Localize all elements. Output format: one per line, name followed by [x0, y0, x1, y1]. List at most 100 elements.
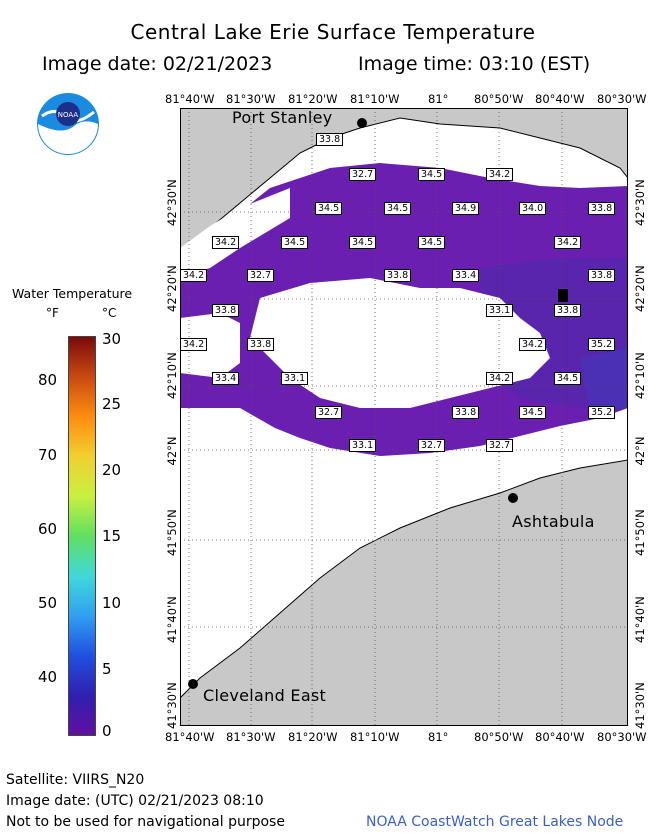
satellite-info: Satellite: VIIRS_N20: [6, 772, 145, 788]
lat-label: 41°50'N: [165, 509, 179, 556]
lat-label: 42°N: [633, 436, 647, 466]
temp-label: 35.2: [588, 406, 616, 419]
page-title: Central Lake Erie Surface Temperature: [130, 20, 536, 44]
f-tick: 50: [38, 594, 58, 612]
lat-label: 42°10'N: [165, 352, 179, 399]
temp-label: 32.7: [349, 168, 377, 181]
lon-label: 81°40'W: [165, 92, 215, 106]
map-panel[interactable]: [180, 108, 628, 726]
cleveland-east-marker: [188, 679, 198, 689]
lon-label: 80°30'W: [597, 92, 647, 106]
temp-label: 33.8: [212, 304, 240, 317]
buoy-marker: [558, 289, 568, 302]
image-date: Image date: 02/21/2023: [42, 53, 273, 75]
colorbar: [68, 336, 96, 736]
credit[interactable]: NOAA CoastWatch Great Lakes Node: [366, 814, 624, 830]
temp-label: 33.8: [452, 406, 480, 419]
lon-label: 81°40'W: [165, 730, 215, 744]
c-tick: 25: [102, 395, 122, 413]
lon-label: 81°30'W: [226, 92, 276, 106]
temp-label: 33.8: [316, 133, 344, 146]
temp-label: 34.5: [281, 236, 309, 249]
temp-label: 34.5: [519, 406, 547, 419]
temp-label: 35.2: [588, 338, 616, 351]
f-tick: 60: [38, 520, 58, 538]
lon-label: 81°20'W: [288, 92, 338, 106]
c-tick: 0: [102, 722, 112, 740]
lon-label: 80°50'W: [474, 730, 524, 744]
ashtabula-label: Ashtabula: [512, 512, 595, 531]
noaa-logo-text: NOAA: [58, 111, 79, 119]
lon-label: 81°: [428, 730, 449, 744]
c-tick: 5: [102, 660, 112, 678]
lat-label: 42°30'N: [633, 179, 647, 226]
temp-label: 32.7: [247, 269, 275, 282]
temp-label: 34.5: [554, 372, 582, 385]
temp-label: 34.2: [180, 269, 208, 282]
temp-label: 34.5: [418, 236, 446, 249]
f-tick: 80: [38, 371, 58, 389]
temp-label: 34.2: [554, 236, 582, 249]
f-tick: 70: [38, 446, 58, 464]
temp-label: 34.5: [315, 202, 343, 215]
port-stanley-marker: [357, 118, 367, 128]
lon-label: 81°20'W: [288, 730, 338, 744]
map-grid: [180, 108, 628, 726]
c-tick: 20: [102, 461, 122, 479]
temp-label: 33.4: [452, 269, 480, 282]
disclaimer: Not to be used for navigational purpose: [6, 814, 285, 830]
temp-label: 32.7: [486, 439, 514, 452]
lat-label: 42°N: [165, 436, 179, 466]
temp-label: 33.1: [281, 372, 309, 385]
port-stanley-label: Port Stanley: [232, 108, 333, 127]
lat-label: 41°30'N: [165, 682, 179, 729]
lat-label: 42°10'N: [633, 352, 647, 399]
legend-title: Water Temperature: [12, 286, 133, 301]
temp-label: 32.7: [418, 439, 446, 452]
land-canada: [180, 108, 628, 259]
temp-label: 33.4: [212, 372, 240, 385]
lon-label: 81°: [428, 92, 449, 106]
temp-label: 33.8: [588, 269, 616, 282]
image-time: Image time: 03:10 (EST): [358, 53, 591, 75]
lat-label: 42°20'N: [633, 265, 647, 312]
lon-label: 81°30'W: [226, 730, 276, 744]
c-tick: 15: [102, 527, 122, 545]
lon-label: 80°50'W: [474, 92, 524, 106]
legend-c-label: °C: [102, 306, 117, 320]
lat-label: 42°30'N: [165, 179, 179, 226]
temp-label: 34.2: [180, 338, 208, 351]
temp-label: 34.9: [452, 202, 480, 215]
temp-label: 33.1: [486, 304, 514, 317]
c-tick: 10: [102, 594, 122, 612]
c-tick: 30: [102, 330, 122, 348]
temp-label: 34.2: [486, 372, 514, 385]
lat-label: 42°20'N: [165, 265, 179, 312]
lat-label: 41°30'N: [633, 682, 647, 729]
lon-label: 80°30'W: [597, 730, 647, 744]
temp-label: 34.0: [519, 202, 547, 215]
temp-label: 34.2: [486, 168, 514, 181]
lon-label: 81°10'W: [350, 730, 400, 744]
lat-label: 41°50'N: [633, 509, 647, 556]
temp-label: 34.2: [519, 338, 547, 351]
lon-label: 80°40'W: [535, 730, 585, 744]
temp-label: 34.5: [418, 168, 446, 181]
temp-label: 33.8: [384, 269, 412, 282]
temp-label: 34.5: [384, 202, 412, 215]
f-tick: 40: [38, 668, 58, 686]
lat-label: 41°40'N: [633, 596, 647, 643]
noaa-logo-icon: NOAA: [36, 92, 100, 156]
temp-label: 33.8: [247, 338, 275, 351]
ashtabula-marker: [508, 493, 518, 503]
temp-label: 34.5: [349, 236, 377, 249]
temp-label: 34.2: [212, 236, 240, 249]
temp-label: 33.8: [588, 202, 616, 215]
lon-label: 80°40'W: [535, 92, 585, 106]
temp-label: 32.7: [315, 406, 343, 419]
legend-f-label: °F: [46, 306, 59, 320]
temp-label: 33.1: [349, 439, 377, 452]
utc-date: Image date: (UTC) 02/21/2023 08:10: [6, 793, 264, 809]
cleveland-east-label: Cleveland East: [203, 686, 327, 705]
map-frame: [180, 108, 628, 726]
